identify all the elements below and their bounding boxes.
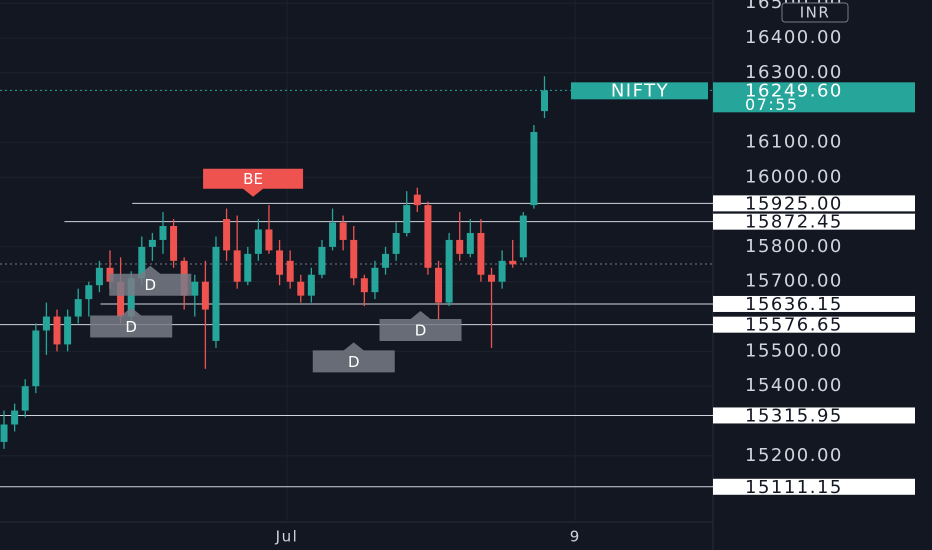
annotation-marker [109,265,192,296]
level-label-box [713,195,915,212]
candle-body [413,194,421,206]
candle-body [540,90,548,112]
level-label-box [713,295,915,312]
candle-body [466,232,474,254]
candle-body [21,386,29,411]
candle-body [329,222,337,247]
annotation-label: D [125,318,137,336]
candle-body [223,219,231,251]
candle-body [530,131,538,206]
annotation-label: BE [243,170,263,188]
x-tick-label: 9 [570,528,581,546]
candle-body [127,278,135,317]
candle-body [297,281,305,296]
y-tick-label: 16000.00 [745,166,843,187]
candle-body [477,232,485,275]
level-label: 15576.65 [745,315,843,336]
annotation-marker [203,168,304,197]
level-label: 15872.45 [745,212,843,233]
candle-body [445,239,453,303]
candle-body [424,205,432,268]
candle-body [64,316,72,345]
x-tick-label: Jul [275,528,299,546]
candle-body [117,281,125,317]
y-tick-label: 16400.00 [745,27,843,48]
y-tick-label: 15700.00 [745,271,843,292]
y-tick-label: 16300.00 [745,62,843,83]
annotation-label: D [348,353,360,371]
level-label-box [713,316,915,333]
level-label: 15925.00 [745,193,843,214]
candle-body [318,246,326,275]
countdown: 07:55 [745,95,799,114]
candle-body [519,215,527,258]
last-price-box [713,82,915,113]
annotation-marker [90,307,173,338]
candle-body [254,229,262,254]
candle-body [74,299,82,317]
candle-body [286,260,294,282]
level-label: 15315.95 [745,405,843,426]
candle-body [42,316,50,331]
level-label: 15111.15 [745,477,843,498]
candle-body [244,253,252,282]
candle-body [276,250,284,275]
candle-body [435,267,443,303]
candle-body [0,424,8,442]
candle-body [498,260,506,282]
level-label: 15636.15 [745,294,843,315]
y-tick-label: 15800.00 [745,236,843,257]
candle-body [339,222,347,240]
candle-body [509,260,517,265]
level-label-box [713,407,915,424]
candle-body [307,274,315,296]
y-tick-label: 16100.00 [745,131,843,152]
candle-body [95,267,103,286]
instrument-box [571,82,708,100]
annotation-label: D [144,276,156,294]
annotation-marker [379,310,462,341]
candle-body [85,285,93,300]
annotation-marker [312,342,395,373]
candle-body [360,278,368,293]
candle-body [32,330,40,387]
candle-body [382,253,390,268]
candle-body [371,267,379,293]
last-price-label: 16249.60 [745,80,843,101]
y-tick-label: 15400.00 [745,375,843,396]
level-label-box [713,478,915,495]
candle-body [488,274,496,282]
y-tick-label: 15500.00 [745,340,843,361]
candle-body [11,410,19,425]
currency-box [781,2,849,23]
candle-body [350,239,358,279]
candle-body [265,229,273,251]
level-label-box [713,213,915,230]
candle-body [233,250,241,282]
candle-body [212,246,220,341]
candle-body [148,239,156,247]
instrument-label: NIFTY [611,80,669,101]
candle-body [392,232,400,254]
currency-label: INR [800,4,831,22]
candle-body [159,226,167,240]
candle-body [191,281,199,296]
candle-body [170,226,178,261]
candle-body [138,246,146,279]
candle-body [403,205,411,233]
candle-body [456,239,464,254]
candle-body [53,316,61,345]
annotation-label: D [415,321,427,339]
candle-body [201,281,209,310]
y-tick-label: 15200.00 [745,445,843,466]
